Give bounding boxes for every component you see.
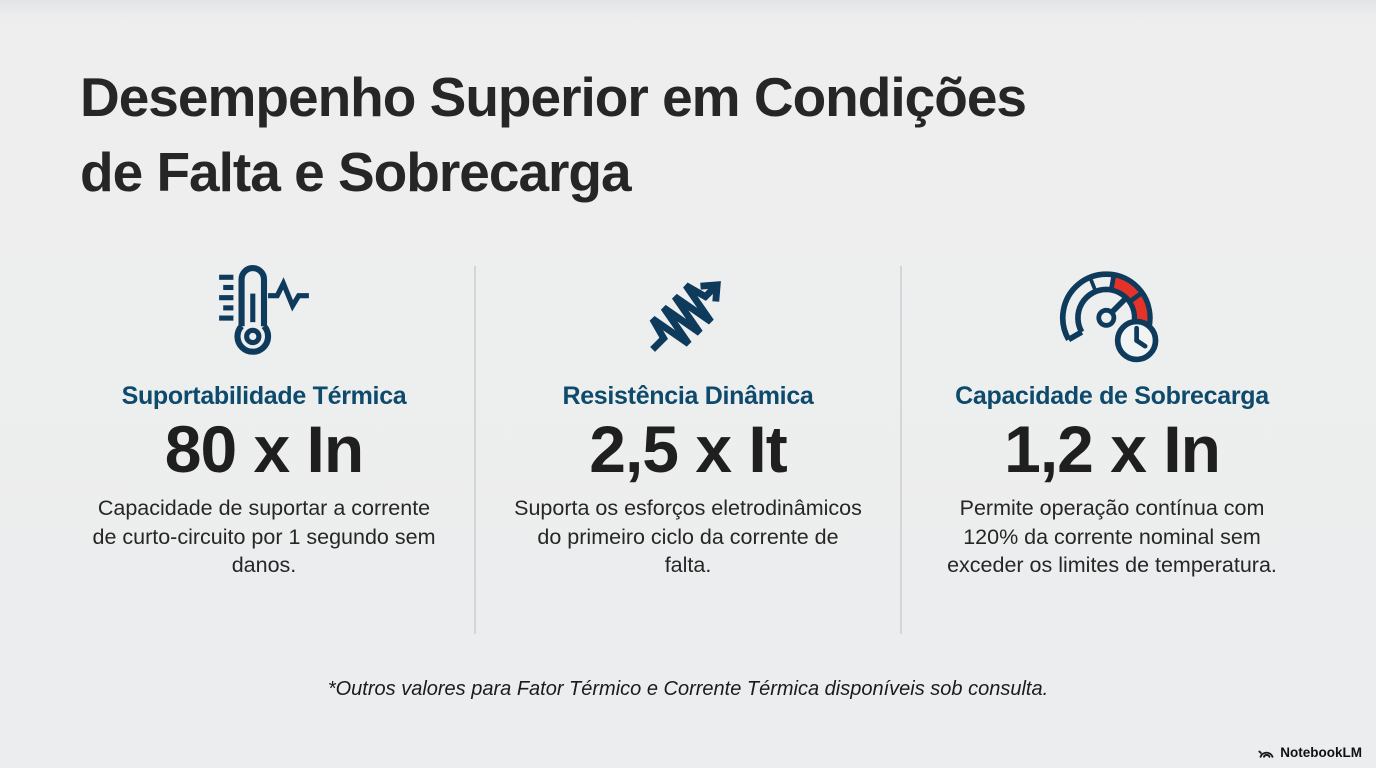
notebooklm-label: NotebookLM (1280, 745, 1362, 760)
slide-title-line1: Desempenho Superior em Condições (80, 66, 1027, 128)
feature-card-overload: Capacidade de Sobrecarga 1,2 x In Permit… (902, 258, 1322, 580)
card-heading: Capacidade de Sobrecarga (955, 382, 1269, 410)
notebooklm-logo-icon (1258, 746, 1275, 759)
slide-title: Desempenho Superior em Condições de Falt… (80, 60, 1027, 211)
feature-columns: Suportabilidade Térmica 80 x In Capacida… (0, 258, 1376, 634)
column-divider (474, 266, 476, 634)
card-description: Capacidade de suportar a corrente de cur… (92, 496, 436, 578)
thermometer-pulse-icon (213, 258, 315, 370)
feature-card-dynamic: Resistência Dinâmica 2,5 x It Suporta os… (476, 258, 900, 580)
column-divider (900, 266, 902, 634)
card-heading: Resistência Dinâmica (562, 382, 814, 410)
footnote: *Outros valores para Fator Térmico e Cor… (327, 678, 1049, 700)
feature-card-thermal: Suportabilidade Térmica 80 x In Capacida… (54, 258, 474, 580)
gauge-clock-icon (1059, 258, 1165, 370)
card-value: 1,2 x In (1004, 412, 1221, 486)
card-value: 80 x In (164, 412, 364, 486)
slide-title-line2: de Falta e Sobrecarga (80, 141, 632, 204)
card-heading: Suportabilidade Térmica (121, 382, 407, 410)
spring-arrow-icon (634, 258, 742, 370)
card-value: 2,5 x It (589, 412, 787, 486)
notebooklm-badge: NotebookLM (1258, 745, 1362, 760)
card-description: Suporta os esforços eletrodinâmicos do p… (514, 496, 862, 578)
card-description: Permite operação contínua com 120% da co… (947, 496, 1277, 578)
